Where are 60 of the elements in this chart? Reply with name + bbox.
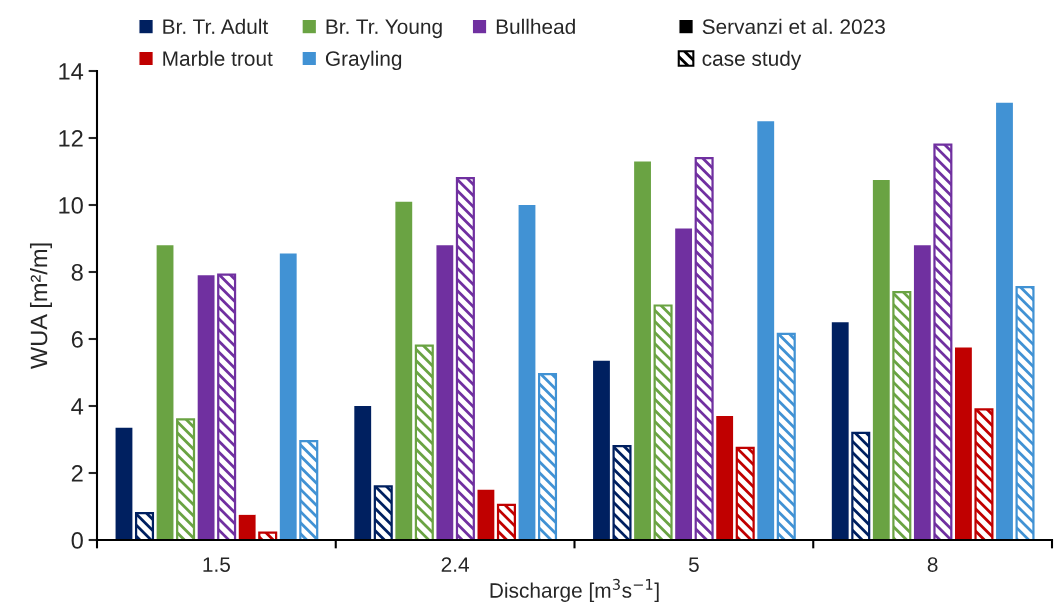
bar <box>436 245 454 540</box>
legend-label: Bullhead <box>496 18 575 35</box>
y-tick-label: 0 <box>71 532 83 549</box>
y-tick-label: 4 <box>71 398 84 415</box>
bar <box>518 205 536 540</box>
bar <box>612 445 632 540</box>
bar <box>134 512 155 540</box>
bar <box>872 179 890 540</box>
bar <box>634 161 651 540</box>
legend-label: Marble trout <box>163 50 273 66</box>
y-tick-label: 14 <box>59 63 84 80</box>
text: case study <box>702 50 802 71</box>
bar <box>675 228 693 540</box>
legend-label: Grayling <box>325 50 402 71</box>
bar <box>238 514 256 540</box>
x-tick-label: 8 <box>927 557 938 572</box>
y-tick-label: 10 <box>59 197 83 214</box>
bar <box>373 485 393 540</box>
x-tick-label: 2.4 <box>441 557 469 572</box>
bar <box>974 408 994 540</box>
bar <box>716 416 734 540</box>
y-axis-title: WUA [m²/m] <box>29 243 52 370</box>
bar <box>115 427 133 540</box>
bar <box>354 406 372 540</box>
y-tick-label: 8 <box>71 264 83 281</box>
bar <box>735 446 755 540</box>
bar <box>455 177 475 540</box>
bar <box>776 332 796 540</box>
bar <box>217 273 237 540</box>
bar <box>593 360 610 540</box>
legend-label: Br. Tr. Adult <box>163 18 269 35</box>
bar <box>477 489 495 540</box>
bar <box>933 143 953 540</box>
bar <box>496 503 516 540</box>
bar <box>913 245 931 540</box>
bar <box>892 290 912 540</box>
x-tick-label: 5 <box>688 557 699 572</box>
bar <box>653 304 673 540</box>
bar <box>537 373 558 540</box>
bar <box>197 275 215 540</box>
x-axis-title: Discharge [m$^{3}$s$^{−1}$] <box>490 578 659 602</box>
y-tick-label: 6 <box>71 331 83 348</box>
bar <box>831 322 849 540</box>
text: Servanzi et al. 2023 <box>702 18 885 35</box>
x-tick-label: 1.5 <box>203 557 230 572</box>
bar <box>694 156 714 540</box>
bar <box>279 253 297 540</box>
y-tick-label: 12 <box>59 130 83 147</box>
bar <box>414 344 434 540</box>
bar <box>299 440 319 540</box>
y-tick-label: 2 <box>71 465 83 482</box>
bar <box>851 431 871 540</box>
bar <box>757 121 775 540</box>
bar <box>156 245 174 540</box>
bar <box>395 201 413 540</box>
bar <box>176 418 196 540</box>
legend-label: Br. Tr. Young <box>326 19 442 39</box>
bar <box>996 102 1013 540</box>
bar <box>955 347 972 540</box>
bar <box>1015 285 1035 540</box>
